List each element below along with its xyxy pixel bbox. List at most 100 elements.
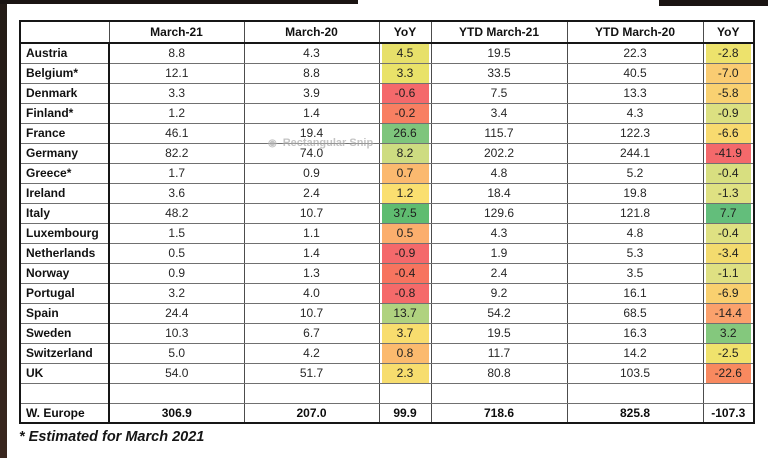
- yoy-heatmap-cell: -0.2: [379, 103, 432, 124]
- value-cell: 4.2: [244, 343, 380, 364]
- table-row: UK 54.0 51.7 2.3 80.8 103.5 -22.6: [20, 363, 754, 384]
- country-cell: Norway: [20, 263, 110, 284]
- yoy-value: 1.2: [381, 183, 429, 202]
- country-cell: Netherlands: [20, 243, 110, 264]
- yoy-value: 8.2: [381, 143, 429, 162]
- value-cell: 0.9: [244, 163, 380, 184]
- country-cell: Germany: [20, 143, 110, 164]
- yoy-value: -5.8: [705, 83, 751, 102]
- header-row: March-21 March-20 YoY YTD March-21 YTD March…: [20, 21, 754, 44]
- yoy-heatmap-cell: 37.5: [379, 203, 432, 224]
- value-cell: [379, 383, 432, 404]
- yoy-heatmap-cell: 1.2: [379, 183, 432, 204]
- value-cell: 19.5: [431, 43, 568, 64]
- yoy-value: -1.3: [705, 183, 751, 202]
- value-cell: 3.9: [244, 83, 380, 104]
- value-cell: -107.3: [703, 402, 754, 424]
- table-row: Luxembourg 1.5 1.1 0.5 4.3 4.8 -0.4: [20, 223, 754, 244]
- value-cell: [567, 383, 704, 404]
- value-cell: 8.8: [109, 43, 245, 64]
- value-cell: [703, 383, 754, 404]
- value-cell: 82.2: [109, 143, 245, 164]
- yoy-heatmap-cell: -0.9: [379, 243, 432, 264]
- yoy-value: 2.3: [381, 363, 429, 382]
- yoy-value: -0.4: [705, 163, 751, 182]
- value-cell: 103.5: [567, 363, 704, 384]
- yoy-value: -1.1: [705, 263, 751, 282]
- value-cell: 1.3: [244, 263, 380, 284]
- value-cell: 4.0: [244, 283, 380, 304]
- value-cell: 1.4: [244, 243, 380, 264]
- yoy-heatmap-cell: -14.4: [703, 303, 754, 324]
- value-cell: 4.3: [567, 103, 704, 124]
- value-cell: 202.2: [431, 143, 568, 164]
- value-cell: 1.7: [109, 163, 245, 184]
- yoy-value: 0.8: [381, 343, 429, 362]
- country-cell: Luxembourg: [20, 223, 110, 244]
- yoy-heatmap-cell: -0.4: [379, 263, 432, 284]
- value-cell: [431, 383, 568, 404]
- value-cell: 3.2: [109, 283, 245, 304]
- table-row: Austria 8.8 4.3 4.5 19.5 22.3 -2.8: [20, 43, 754, 64]
- value-cell: 1.5: [109, 223, 245, 244]
- footnote: * Estimated for March 2021: [19, 429, 205, 445]
- value-cell: 5.3: [567, 243, 704, 264]
- value-cell: 2.4: [431, 263, 568, 284]
- value-cell: 16.1: [567, 283, 704, 304]
- yoy-value: -14.4: [705, 303, 751, 322]
- yoy-value: 0.7: [381, 163, 429, 182]
- yoy-heatmap-cell: 0.8: [379, 343, 432, 364]
- yoy-value: -22.6: [705, 363, 751, 382]
- country-cell: Belgium*: [20, 63, 110, 84]
- yoy-heatmap-cell: -6.6: [703, 123, 754, 144]
- column-header: YTD March-21: [431, 21, 568, 44]
- value-cell: 0.5: [109, 243, 245, 264]
- yoy-value: 3.3: [381, 63, 429, 82]
- value-cell: 40.5: [567, 63, 704, 84]
- value-cell: 4.3: [431, 223, 568, 244]
- column-header: YTD March-20: [567, 21, 704, 44]
- yoy-heatmap-cell: -0.4: [703, 163, 754, 184]
- value-cell: 8.8: [244, 63, 380, 84]
- value-cell: 13.3: [567, 83, 704, 104]
- value-cell: 24.4: [109, 303, 245, 324]
- yoy-heatmap-cell: -22.6: [703, 363, 754, 384]
- value-cell: 3.3: [109, 83, 245, 104]
- yoy-heatmap-cell: -2.8: [703, 43, 754, 64]
- value-cell: 4.3: [244, 43, 380, 64]
- value-cell: 99.9: [379, 402, 432, 424]
- value-cell: 68.5: [567, 303, 704, 324]
- country-cell: [20, 383, 110, 404]
- value-cell: 16.3: [567, 323, 704, 344]
- value-cell: 6.7: [244, 323, 380, 344]
- value-cell: 306.9: [109, 402, 245, 424]
- value-cell: 33.5: [431, 63, 568, 84]
- value-cell: 18.4: [431, 183, 568, 204]
- value-cell: 80.8: [431, 363, 568, 384]
- yoy-value: -0.6: [381, 83, 429, 102]
- value-cell: 825.8: [567, 402, 704, 424]
- table-row: Norway 0.9 1.3 -0.4 2.4 3.5 -1.1: [20, 263, 754, 284]
- value-cell: 14.2: [567, 343, 704, 364]
- yoy-value: 3.7: [381, 323, 429, 342]
- value-cell: 11.7: [431, 343, 568, 364]
- yoy-value: -0.4: [705, 223, 751, 242]
- country-cell: Spain: [20, 303, 110, 324]
- value-cell: [109, 383, 245, 404]
- table-row: Ireland 3.6 2.4 1.2 18.4 19.8 -1.3: [20, 183, 754, 204]
- yoy-value: -0.9: [705, 103, 751, 122]
- table-body: Austria 8.8 4.3 4.5 19.5 22.3 -2.8 Belgium* 12.1…: [20, 43, 754, 424]
- screenshot-edge-top-left: [0, 0, 358, 4]
- value-cell: 12.1: [109, 63, 245, 84]
- yoy-value: -0.9: [381, 243, 429, 262]
- yoy-heatmap-cell: -0.8: [379, 283, 432, 304]
- column-header: March-21: [109, 21, 245, 44]
- table-row: Spain 24.4 10.7 13.7 54.2 68.5 -14.4: [20, 303, 754, 324]
- yoy-value: -0.8: [381, 283, 429, 302]
- value-cell: 207.0: [244, 402, 380, 424]
- country-cell: Switzerland: [20, 343, 110, 364]
- yoy-heatmap-cell: 0.5: [379, 223, 432, 244]
- table-row: Denmark 3.3 3.9 -0.6 7.5 13.3 -5.8: [20, 83, 754, 104]
- value-cell: 244.1: [567, 143, 704, 164]
- value-cell: 7.5: [431, 83, 568, 104]
